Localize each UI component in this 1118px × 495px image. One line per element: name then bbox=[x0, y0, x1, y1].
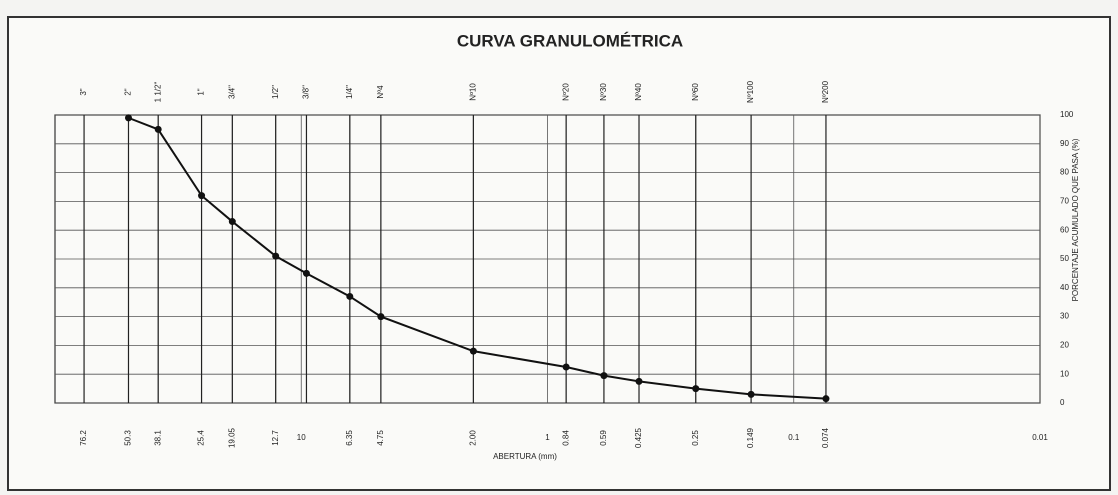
data-point bbox=[272, 252, 280, 260]
x2-tick-label: 3/4" bbox=[227, 85, 236, 99]
x-tick-label: 0.59 bbox=[599, 430, 608, 446]
y-tick-label: 50 bbox=[1060, 254, 1069, 263]
x-tick-label: 25.4 bbox=[197, 430, 206, 446]
x-tick-label: 4.75 bbox=[376, 430, 385, 446]
x2-tick-label: Nº40 bbox=[634, 83, 643, 101]
x2-tick-label: Nº4 bbox=[376, 85, 385, 99]
y-tick-label: 10 bbox=[1060, 369, 1069, 378]
data-point bbox=[635, 377, 643, 385]
chart-title: CURVA GRANULOMÉTRICA bbox=[457, 31, 683, 50]
y-tick-label: 80 bbox=[1060, 168, 1069, 177]
y-tick-label: 20 bbox=[1060, 341, 1069, 350]
x2-tick-label: 2" bbox=[124, 88, 133, 95]
x-tick-label: 10 bbox=[297, 433, 306, 442]
x2-tick-label: 1/4" bbox=[345, 85, 354, 99]
x-axis-label: ABERTURA (mm) bbox=[493, 452, 557, 461]
x-tick-label: 0.1 bbox=[788, 433, 800, 442]
x-tick-label: 50.3 bbox=[124, 430, 133, 446]
y-tick-label: 30 bbox=[1060, 312, 1069, 321]
data-point bbox=[346, 292, 354, 300]
x-tick-label: 6.35 bbox=[345, 430, 354, 446]
y-tick-label: 40 bbox=[1060, 283, 1069, 292]
x2-tick-label: Nº100 bbox=[746, 80, 755, 103]
x-tick-label: 0.01 bbox=[1032, 433, 1048, 442]
x2-tick-label: 1 1/2" bbox=[153, 82, 162, 103]
data-point bbox=[198, 192, 206, 200]
x-tick-label: 0.25 bbox=[691, 430, 700, 446]
y-tick-label: 100 bbox=[1060, 110, 1074, 119]
x-tick-label: 76.2 bbox=[79, 430, 88, 446]
data-point bbox=[747, 390, 755, 398]
y-tick-label: 60 bbox=[1060, 225, 1069, 234]
x2-tick-label: 3" bbox=[79, 88, 88, 95]
x-tick-label: 2.00 bbox=[468, 430, 477, 446]
x2-tick-label: 3/8" bbox=[302, 85, 311, 99]
data-point bbox=[154, 125, 162, 133]
x-tick-label: 1 bbox=[545, 433, 550, 442]
data-point bbox=[600, 372, 608, 380]
data-point bbox=[562, 363, 570, 371]
y-axis-label: PORCENTAJE ACUMULADO QUE PASA (%) bbox=[1071, 138, 1080, 301]
x2-tick-label: Nº200 bbox=[821, 80, 830, 103]
x-tick-label: 0.84 bbox=[561, 430, 570, 446]
x-tick-label: 12.7 bbox=[271, 430, 280, 446]
y-tick-label: 0 bbox=[1060, 398, 1065, 407]
data-point bbox=[124, 114, 132, 122]
x-tick-label: 0.074 bbox=[821, 427, 830, 448]
data-point bbox=[228, 218, 236, 226]
data-point bbox=[469, 347, 477, 355]
x2-tick-label: Nº30 bbox=[599, 83, 608, 101]
x2-tick-label: Nº20 bbox=[561, 83, 570, 101]
y-tick-label: 90 bbox=[1060, 139, 1069, 148]
x-tick-label: 0.425 bbox=[634, 427, 643, 448]
frame bbox=[7, 16, 1111, 491]
x-tick-label: 38.1 bbox=[153, 430, 162, 446]
x2-tick-label: 1/2" bbox=[271, 85, 280, 99]
x-tick-label: 0.149 bbox=[746, 427, 755, 448]
data-point bbox=[302, 269, 310, 277]
x2-tick-label: 1" bbox=[197, 88, 206, 95]
y-tick-label: 70 bbox=[1060, 197, 1069, 206]
data-point bbox=[377, 313, 385, 321]
data-point bbox=[822, 395, 830, 403]
x2-tick-label: Nº60 bbox=[691, 83, 700, 101]
x2-tick-label: Nº10 bbox=[468, 83, 477, 101]
data-point bbox=[692, 385, 700, 393]
x-tick-label: 19.05 bbox=[227, 427, 236, 448]
